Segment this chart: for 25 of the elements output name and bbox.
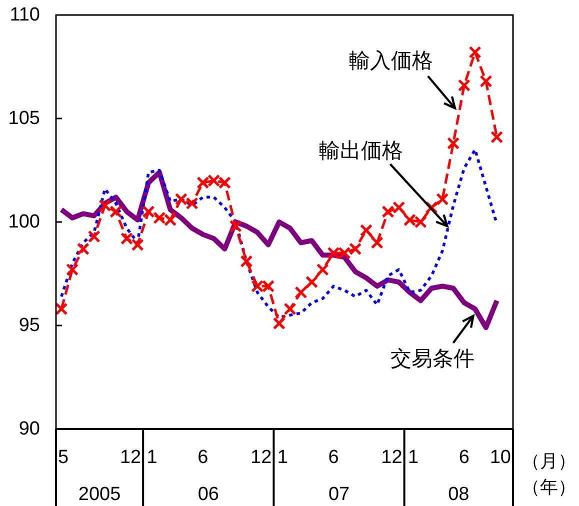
- y-tick-label: 100: [8, 212, 40, 232]
- y-tick-label: 90: [18, 418, 40, 440]
- x-tick-label: 1: [277, 447, 288, 468]
- annotation: 輸入価格: [348, 50, 433, 73]
- x-tick-label: 10: [490, 447, 511, 468]
- x-tick-label: 12: [381, 447, 402, 468]
- text: 2005: [78, 484, 121, 505]
- x-tick-label: 5: [58, 447, 69, 468]
- annotation: 輸出価格: [319, 140, 404, 163]
- x-tick-label: 12: [120, 447, 142, 468]
- x-tick-label: 6: [198, 447, 208, 468]
- y-tick-label: 105: [8, 108, 40, 129]
- x-tick-label: 12: [250, 447, 272, 468]
- text: 07: [328, 484, 350, 505]
- text: 06: [198, 484, 219, 505]
- y-tick-label: 95: [18, 315, 40, 336]
- x-axis-title: （月）: [522, 451, 576, 471]
- text: （年）: [522, 477, 576, 497]
- x-tick-label: 6: [458, 447, 470, 468]
- x-tick-label: 1: [408, 447, 419, 468]
- x-tick-label: 6: [328, 447, 339, 468]
- annotation: 交易条件: [390, 347, 474, 370]
- y-tick-label: 110: [10, 4, 40, 26]
- x-tick-label: 1: [146, 447, 158, 468]
- text: 08: [448, 484, 470, 505]
